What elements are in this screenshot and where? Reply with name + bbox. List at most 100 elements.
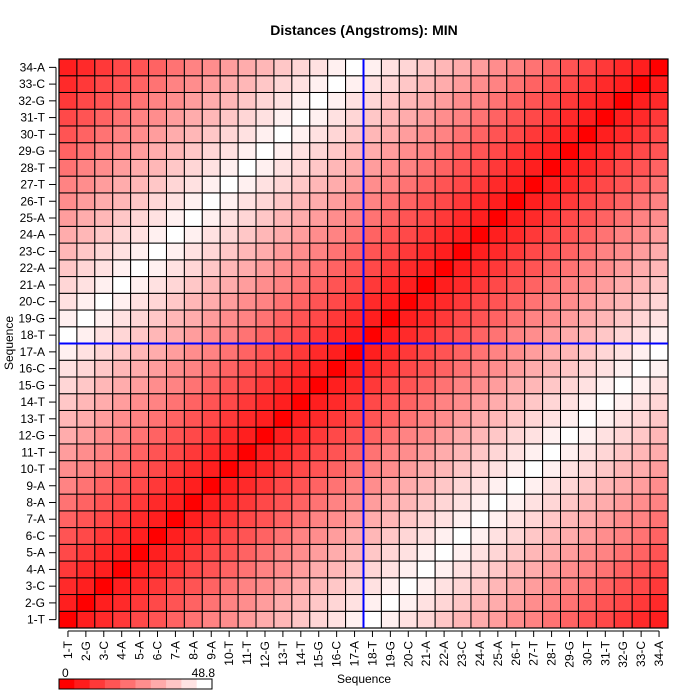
heatmap-cell	[291, 209, 311, 227]
heatmap-cell	[434, 242, 454, 261]
heatmap-cell	[327, 326, 347, 345]
heatmap-cell	[273, 259, 293, 278]
heatmap-cell	[201, 75, 221, 93]
heatmap-cell	[345, 376, 364, 395]
heatmap-cell	[631, 343, 651, 361]
heatmap-cell	[524, 460, 544, 478]
heatmap-cell	[524, 426, 544, 445]
heatmap-cell	[255, 326, 275, 345]
heatmap-cell	[76, 577, 96, 596]
heatmap-cell	[613, 58, 633, 77]
heatmap-cell	[380, 594, 400, 612]
heatmap-cell	[631, 108, 651, 127]
heatmap-cell	[94, 543, 114, 562]
heatmap-cell	[76, 91, 96, 110]
heatmap-cell	[201, 309, 221, 328]
heatmap-cell	[380, 309, 400, 328]
heatmap-cell	[613, 359, 633, 378]
heatmap-cell	[452, 142, 472, 160]
heatmap-cell	[309, 91, 329, 110]
x-tick-label: 17-A	[348, 641, 362, 666]
heatmap-cell	[327, 158, 347, 177]
heatmap-cell	[363, 242, 382, 261]
heatmap-cell	[345, 493, 364, 512]
heatmap-cell	[595, 409, 615, 428]
heatmap-cell	[470, 292, 490, 311]
heatmap-cell	[524, 225, 544, 244]
heatmap-cell	[237, 292, 257, 311]
heatmap-cell	[380, 560, 400, 579]
heatmap-cell	[183, 326, 203, 345]
heatmap-cell	[542, 108, 562, 127]
heatmap-cell	[327, 259, 347, 278]
heatmap-cell	[112, 225, 132, 244]
x-tick-label: 4-A	[115, 641, 129, 660]
heatmap-cell	[577, 594, 597, 612]
heatmap-cell	[363, 543, 382, 562]
heatmap-cell	[219, 594, 239, 612]
heatmap-cell	[560, 560, 579, 579]
heatmap-cell	[201, 393, 221, 411]
heatmap-cell	[165, 594, 185, 612]
heatmap-cell	[363, 460, 382, 478]
heatmap-cell	[183, 192, 203, 211]
heatmap-cell	[470, 242, 490, 261]
heatmap-cell	[345, 393, 364, 411]
heatmap-cell	[398, 610, 418, 629]
heatmap-cell	[416, 493, 436, 512]
heatmap-cell	[452, 58, 472, 77]
heatmap-cell	[649, 108, 669, 127]
heatmap-cell	[327, 376, 347, 395]
heatmap-cell	[542, 58, 562, 77]
heatmap-cell	[560, 376, 579, 395]
heatmap-cell	[130, 527, 150, 545]
heatmap-cell	[506, 326, 526, 345]
heatmap-cell	[577, 443, 597, 462]
heatmap-cell	[488, 476, 508, 495]
heatmap-cell	[631, 259, 651, 278]
heatmap-cell	[488, 543, 508, 562]
heatmap-cell	[470, 359, 490, 378]
heatmap-cell	[380, 108, 400, 127]
heatmap-cell	[255, 192, 275, 211]
heatmap-cell	[94, 75, 114, 93]
heatmap-cell	[327, 142, 347, 160]
heatmap-cell	[345, 75, 364, 93]
heatmap-cell	[237, 460, 257, 478]
heatmap-cell	[58, 58, 78, 77]
heatmap-cell	[488, 58, 508, 77]
heatmap-cell	[560, 125, 579, 144]
heatmap-cell	[76, 543, 96, 562]
heatmap-cell	[434, 460, 454, 478]
heatmap-cell	[613, 426, 633, 445]
heatmap-cell	[130, 75, 150, 93]
heatmap-cell	[577, 192, 597, 211]
y-tick-label: 12-G	[18, 429, 45, 443]
heatmap-cell	[416, 426, 436, 445]
heatmap-cell	[219, 309, 239, 328]
heatmap-cell	[416, 225, 436, 244]
x-tick-label: 21-A	[419, 641, 433, 666]
heatmap-cell	[613, 242, 633, 261]
heatmap-cell	[183, 125, 203, 144]
heatmap-cell	[452, 108, 472, 127]
heatmap-cell	[94, 242, 114, 261]
heatmap-cell	[488, 527, 508, 545]
heatmap-cell	[506, 75, 526, 93]
heatmap-cell	[506, 91, 526, 110]
heatmap-cell	[560, 158, 579, 177]
heatmap-cell	[452, 343, 472, 361]
heatmap-cell	[130, 393, 150, 411]
heatmap-cell	[76, 75, 96, 93]
heatmap-cell	[309, 209, 329, 227]
heatmap-cell	[219, 259, 239, 278]
heatmap-cell	[542, 343, 562, 361]
heatmap-cell	[237, 476, 257, 495]
heatmap-cell	[363, 91, 382, 110]
heatmap-cell	[309, 276, 329, 294]
x-tick-label: 11-T	[240, 640, 254, 664]
heatmap-cell	[524, 343, 544, 361]
heatmap-cell	[130, 460, 150, 478]
heatmap-cell	[76, 393, 96, 411]
heatmap-cell	[631, 91, 651, 110]
